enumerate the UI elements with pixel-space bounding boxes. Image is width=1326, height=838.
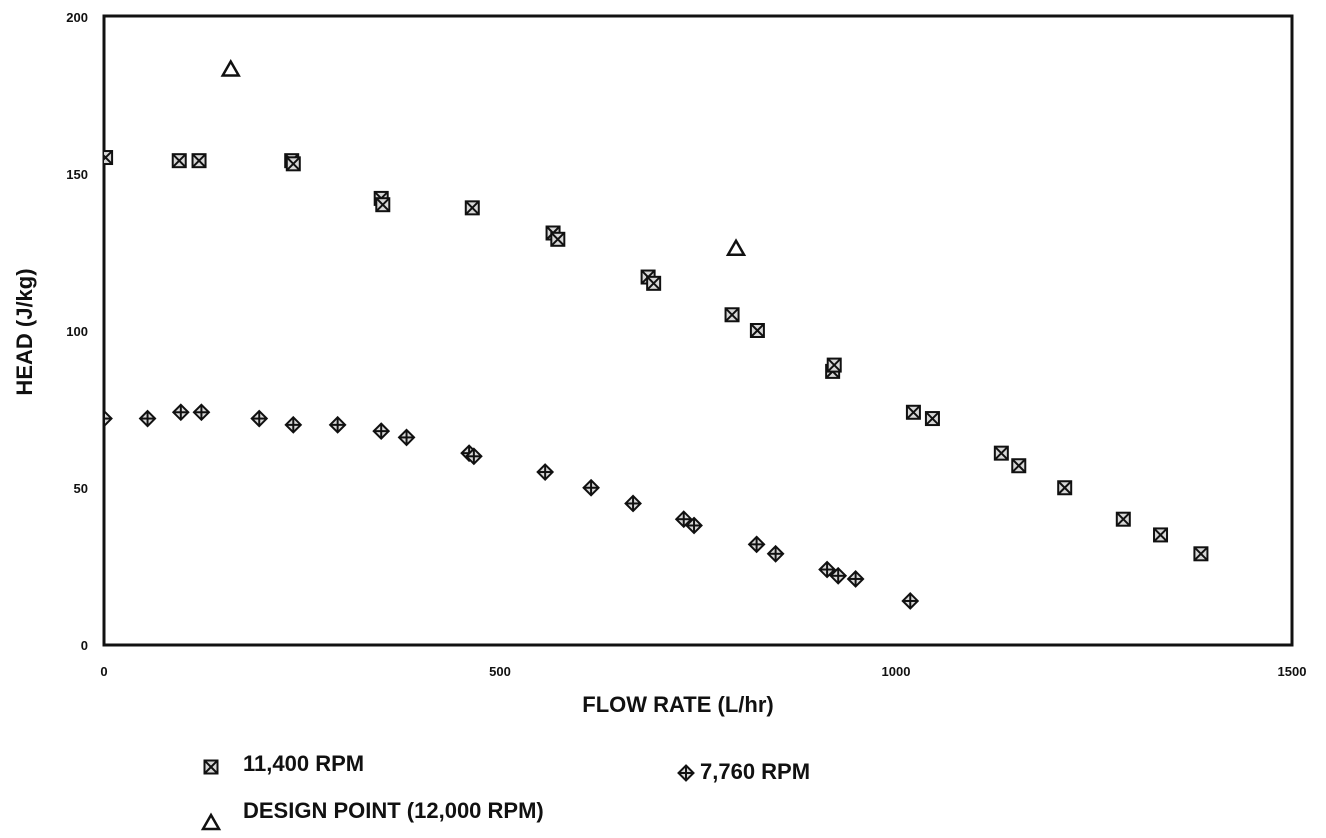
y-tick-label: 200: [66, 10, 88, 25]
data-point-series1: [685, 516, 703, 535]
data-point-series0: [550, 231, 566, 247]
data-point-series1: [536, 463, 555, 481]
legend-symbol: [677, 764, 695, 782]
data-point-series1: [328, 415, 347, 434]
data-point-series1: [192, 403, 211, 422]
data-point-series0: [1153, 527, 1169, 543]
legend-marker-7760-rpm-icon: [677, 764, 695, 782]
data-point-series1: [747, 535, 766, 554]
y-tick-label: 50: [74, 481, 88, 496]
data-point-series1: [901, 592, 920, 610]
data-point-series0: [375, 197, 391, 213]
data-point-series1: [829, 566, 848, 585]
legend-marker-11400-rpm-icon: [203, 759, 219, 775]
data-point-series1: [138, 409, 157, 428]
data-point-series0: [285, 156, 301, 172]
legend-label-11400-rpm: 11,400 RPM: [243, 751, 364, 776]
data-point-series1: [674, 510, 693, 529]
legend-symbol: [200, 812, 222, 831]
data-point-series0: [1057, 480, 1073, 496]
legend-label-7760-rpm: 7,760 RPM: [700, 759, 810, 784]
data-point-series0: [924, 411, 940, 427]
y-tick-label: 100: [66, 324, 88, 339]
data-point-series0: [646, 275, 662, 291]
legend-label-design-point: DESIGN POINT (12,000 RPM): [243, 798, 544, 823]
data-point-series0: [1115, 511, 1131, 527]
x-axis: 0 500 1000 1500: [100, 664, 1306, 679]
data-point-series0: [464, 200, 480, 216]
data-point-series1: [846, 570, 865, 588]
plot-frame: [102, 14, 1294, 647]
data-point-series0: [993, 445, 1009, 461]
data-point-series1: [104, 409, 113, 428]
data-point-series0: [191, 153, 207, 169]
data-point-series0: [749, 323, 765, 338]
y-tick-label: 0: [81, 638, 88, 653]
data-point-series1: [171, 403, 190, 422]
legend-symbol: [203, 759, 219, 775]
data-point-series1: [397, 428, 416, 447]
data-point-series2: [725, 238, 747, 256]
legend-marker-design-point-icon: [200, 812, 222, 831]
data-point-series0: [724, 307, 740, 323]
data-point-series0: [1193, 546, 1209, 562]
data-point-series1: [582, 478, 600, 497]
x-tick-label: 1000: [882, 664, 911, 679]
y-axis-title: HEAD (J/kg): [12, 268, 37, 395]
data-point-series1: [464, 447, 483, 466]
data-point-series0: [104, 150, 114, 166]
x-tick-label: 1500: [1278, 664, 1307, 679]
x-tick-label: 500: [489, 664, 511, 679]
legend: 11,400 RPM 7,760 RPM DESIGN POINT (12,00…: [200, 751, 810, 831]
x-tick-label: 0: [100, 664, 107, 679]
data-point-series1: [818, 560, 837, 579]
y-axis: 0 50 100 150 200: [66, 10, 88, 653]
data-point-series0: [905, 404, 921, 420]
data-point-series1: [372, 422, 391, 441]
data-point-series0: [826, 357, 842, 373]
data-markers: [104, 58, 1209, 610]
data-point-series0: [171, 153, 187, 169]
data-point-series1: [250, 409, 269, 428]
y-tick-label: 150: [66, 167, 88, 182]
x-axis-title: FLOW RATE (L/hr): [582, 692, 773, 717]
data-point-series2: [220, 58, 241, 77]
data-point-series1: [766, 544, 785, 563]
data-point-series0: [1011, 458, 1027, 474]
data-point-series1: [624, 494, 642, 513]
data-point-series1: [284, 415, 303, 434]
